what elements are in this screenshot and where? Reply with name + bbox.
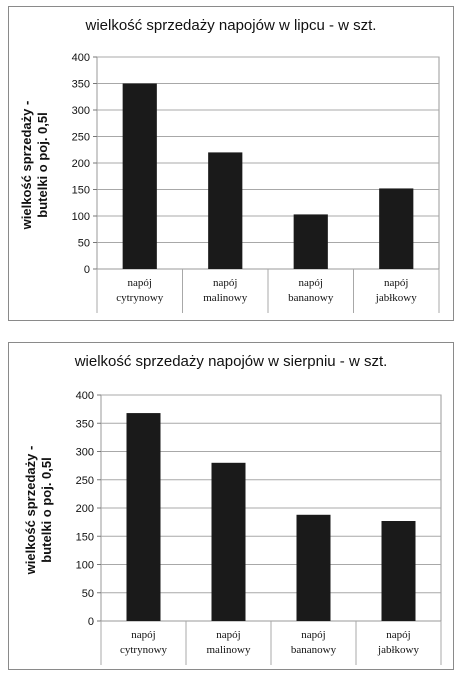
category-label: malinowy — [203, 292, 247, 304]
category-label: napój — [301, 629, 325, 641]
category-label: napój — [299, 277, 323, 289]
category-label: napój — [131, 629, 155, 641]
y-tick-label: 0 — [84, 264, 90, 276]
category-label: napój — [128, 277, 152, 289]
y-axis-label: wielkość sprzedaży - — [19, 101, 34, 231]
y-tick-label: 350 — [76, 418, 94, 430]
y-tick-label: 100 — [76, 560, 94, 572]
category-label: napój — [386, 629, 410, 641]
y-axis-label: wielkość sprzedaży - — [23, 446, 38, 576]
category-label: bananowy — [288, 292, 334, 304]
y-tick-label: 300 — [72, 105, 90, 117]
chart-panel-august: wielkość sprzedaży napojów w sierpniu - … — [8, 342, 454, 670]
y-tick-label: 100 — [72, 211, 90, 223]
category-label: napój — [213, 277, 237, 289]
chart-panel-july: wielkość sprzedaży napojów w lipcu - w s… — [8, 6, 454, 321]
bar — [126, 413, 161, 621]
category-label: cytrynowy — [116, 292, 164, 304]
bar — [296, 514, 331, 621]
category-label: jabłkowy — [375, 292, 417, 304]
category-label: jabłkowy — [377, 644, 419, 656]
y-tick-label: 400 — [72, 52, 90, 64]
y-tick-label: 200 — [76, 503, 94, 515]
y-tick-label: 250 — [76, 475, 94, 487]
y-tick-label: 350 — [72, 79, 90, 91]
y-tick-label: 250 — [72, 132, 90, 144]
bar-chart-august: 0 50 100 150 200 250 300 350 400 napój cytrynowy na… — [23, 390, 442, 665]
y-tick-label: 50 — [82, 588, 94, 600]
bar — [293, 214, 328, 269]
y-axis-label: butelki o poj. 0,5l — [35, 112, 50, 217]
chart-title: wielkość sprzedaży napojów w sierpniu - … — [74, 353, 388, 370]
bar — [208, 152, 243, 269]
y-tick-label: 150 — [72, 185, 90, 197]
y-tick-label: 150 — [76, 531, 94, 543]
bar — [381, 520, 416, 621]
bar — [379, 188, 414, 269]
y-tick-label: 300 — [76, 447, 94, 459]
bar — [122, 83, 157, 269]
category-label: bananowy — [291, 644, 337, 656]
category-label: napój — [216, 629, 240, 641]
y-tick-label: 50 — [78, 238, 90, 250]
category-label: malinowy — [207, 644, 251, 656]
y-axis-label: butelki o poj. 0,5l — [39, 457, 54, 562]
y-tick-label: 0 — [88, 616, 94, 628]
y-tick-label: 200 — [72, 158, 90, 170]
chart-title: wielkość sprzedaży napojów w lipcu - w s… — [85, 17, 377, 34]
bar — [211, 462, 246, 621]
category-label: napój — [384, 277, 408, 289]
bar-chart-july: 0 50 100 150 200 250 300 350 400 napój cytrynowy na… — [19, 52, 440, 313]
category-label: cytrynowy — [120, 644, 168, 656]
y-tick-label: 400 — [76, 390, 94, 402]
